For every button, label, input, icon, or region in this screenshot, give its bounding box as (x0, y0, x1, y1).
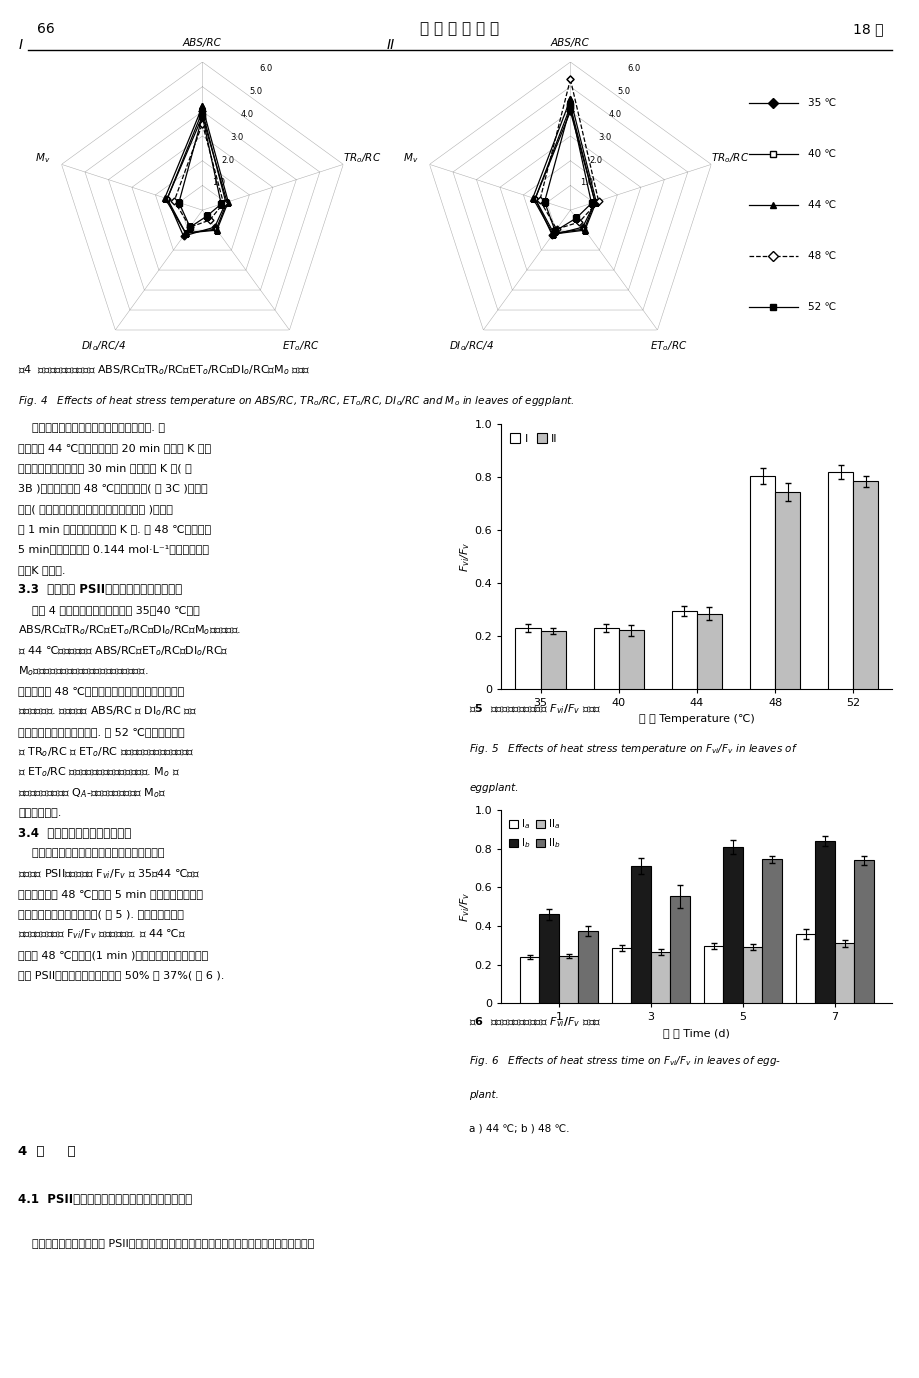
Text: 40 ℃: 40 ℃ (807, 149, 835, 158)
Text: 贝一号在 44 ℃下热胁迫处理 20 min 时就有 K 相出: 贝一号在 44 ℃下热胁迫处理 20 min 时就有 K 相出 (18, 442, 211, 453)
Bar (762, 860, 781, 1003)
Text: M$_o$值显著增加，而黑贝二号的各参数值变化不大.: M$_o$值显著增加，而黑贝二号的各参数值变化不大. (18, 664, 149, 678)
Bar (540, 631, 565, 689)
Bar (618, 630, 643, 689)
Text: Fig. 6   Effects of heat stress time on $F_{vi}$/$F_v$ in leaves of egg-: Fig. 6 Effects of heat stress time on $F… (469, 1054, 780, 1068)
Legend: I$_a$, I$_b$, II$_a$, II$_b$: I$_a$, I$_b$, II$_a$, II$_b$ (506, 816, 562, 853)
Bar (722, 847, 743, 1003)
Bar (827, 473, 853, 689)
Text: 的延长，两品种的 F$_{vi}$/F$_v$ 值都显著升高. 与 44 ℃相: 的延长，两品种的 F$_{vi}$/F$_v$ 值都显著升高. 与 44 ℃相 (18, 927, 187, 941)
Text: 二号的无活性中心显著增加( 图 5 ). 随着热胁迫时间: 二号的无活性中心显著增加( 图 5 ). 随着热胁迫时间 (18, 909, 184, 919)
Text: 号 ET$_o$/RC 值的下降幅度明显低于黑贝二号. M$_o$ 的: 号 ET$_o$/RC 值的下降幅度明显低于黑贝二号. M$_o$ 的 (18, 765, 180, 780)
Text: 52 ℃: 52 ℃ (807, 302, 835, 311)
Text: 茄子叶片 PSII无活性中心 F$_{vi}$/F$_v$ 在 35～44 ℃时无: 茄子叶片 PSII无活性中心 F$_{vi}$/F$_v$ 在 35～44 ℃时… (18, 867, 200, 881)
Text: 变化趋势相近.: 变化趋势相近. (18, 808, 62, 819)
Text: ABS/RC、TR$_o$/RC、ET$_o$/RC、DI$_o$/RC、M$_o$值变化不大.: ABS/RC、TR$_o$/RC、ET$_o$/RC、DI$_o$/RC、M$_… (18, 623, 242, 638)
Bar (559, 956, 578, 1003)
Text: 后，K 相消失.: 后，K 相消失. (18, 565, 66, 575)
Text: 在 44 ℃时黑贝一号的 ABS/RC、ET$_o$/RC、DI$_o$/RC、: 在 44 ℃时黑贝一号的 ABS/RC、ET$_o$/RC、DI$_o$/RC、 (18, 644, 229, 657)
Bar (515, 628, 540, 689)
Bar (749, 475, 774, 689)
Bar (814, 841, 834, 1003)
Text: 比，在 48 ℃短时间(1 min )热胁迫下黑贝一号和黑贝: 比，在 48 ℃短时间(1 min )热胁迫下黑贝一号和黑贝 (18, 949, 209, 960)
Text: 35 ℃: 35 ℃ (807, 98, 835, 107)
Text: II: II (386, 39, 394, 52)
Text: 4  讨     论: 4 讨 论 (18, 1145, 76, 1159)
Text: 众多学者在热胁迫会导致 PSII结构和功能的一系列变化甚至损害的研究中指出，热伤害敏感部: 众多学者在热胁迫会导致 PSII结构和功能的一系列变化甚至损害的研究中指出，热伤… (18, 1239, 314, 1248)
Bar (670, 896, 689, 1003)
Bar (774, 492, 800, 689)
Bar (539, 915, 559, 1003)
Text: 5 min，再用浓度为 0.144 mol·L⁻¹盐酸羟胺处理: 5 min，再用浓度为 0.144 mol·L⁻¹盐酸羟胺处理 (18, 544, 210, 554)
Bar (853, 481, 878, 689)
Text: 图5  热胁迫温度对茄子叶片 $F_{vi}$/$F_v$ 的影响: 图5 热胁迫温度对茄子叶片 $F_{vi}$/$F_v$ 的影响 (469, 701, 601, 715)
Bar (671, 610, 697, 689)
Text: Fig. 5   Effects of heat stress temperature on $F_{vi}$/$F_v$ in leaves of: Fig. 5 Effects of heat stress temperatur… (469, 741, 798, 757)
Text: 的 TR$_o$/RC 和 ET$_o$/RC 值都明显下降，其中，黑贝一: 的 TR$_o$/RC 和 ET$_o$/RC 值都明显下降，其中，黑贝一 (18, 745, 195, 759)
Text: Fig. 4   Effects of heat stress temperature on ABS/RC, TR$_o$/RC, ET$_o$/RC, DI$: Fig. 4 Effects of heat stress temperatur… (18, 394, 574, 408)
Text: 一号( 因趋势相同，文中只以黑贝二号为例 )在热胁: 一号( 因趋势相同，文中只以黑贝二号为例 )在热胁 (18, 504, 173, 514)
Text: 上升，说明还原态的 Q$_A$-大量累积，两个品种 M$_o$值: 上升，说明还原态的 Q$_A$-大量累积，两个品种 M$_o$值 (18, 785, 166, 799)
Bar (651, 952, 670, 1003)
Text: 从图 4 可以看出，热胁迫温度在 35～40 ℃时，: 从图 4 可以看出，热胁迫温度在 35～40 ℃时， (18, 605, 200, 615)
Text: 当温度升至 48 ℃时，两个品种的各参数值都明显上: 当温度升至 48 ℃时，两个品种的各参数值都明显上 (18, 686, 185, 696)
Legend: I, II: I, II (506, 430, 561, 446)
Y-axis label: $F_{vi}$/$F_v$: $F_{vi}$/$F_v$ (458, 542, 471, 572)
Text: 现，而黑贝二号在处理 30 min 时才出现 K 相( 图: 现，而黑贝二号在处理 30 min 时才出现 K 相( 图 (18, 463, 192, 473)
Text: 显著影响，而 48 ℃热胁迫 5 min 后黑贝一号和黑贝: 显著影响，而 48 ℃热胁迫 5 min 后黑贝一号和黑贝 (18, 889, 203, 898)
Text: 3.3  热胁迫对 PSII反应中心能流分配的影响: 3.3 热胁迫对 PSII反应中心能流分配的影响 (18, 583, 182, 597)
Text: 上升幅度明显高于黑贝一号. 在 52 ℃时，两个品种: 上升幅度明显高于黑贝一号. 在 52 ℃时，两个品种 (18, 726, 185, 737)
Text: 4.1  PSII的热胁迫发生在多位点且呈现剂量效应: 4.1 PSII的热胁迫发生在多位点且呈现剂量效应 (18, 1193, 192, 1206)
Text: a ) 44 ℃; b ) 48 ℃.: a ) 44 ℃; b ) 48 ℃. (469, 1123, 569, 1133)
Text: eggplant.: eggplant. (469, 783, 518, 794)
Text: 应 用 生 态 学 报: 应 用 生 态 学 报 (420, 21, 499, 36)
Bar (854, 860, 873, 1003)
Text: 66: 66 (37, 22, 54, 36)
Text: 热胁迫剂量对荧光诱导曲线类型影响较大. 黑: 热胁迫剂量对荧光诱导曲线类型影响较大. 黑 (18, 423, 165, 433)
Text: 二号 PSII无活性中心分别增加了 50% 和 37%( 图 6 ).: 二号 PSII无活性中心分别增加了 50% 和 37%( 图 6 ). (18, 970, 224, 980)
Bar (611, 948, 630, 1003)
Bar (519, 956, 539, 1003)
Text: 3.4  热胁迫对无活性中心的影响: 3.4 热胁迫对无活性中心的影响 (18, 827, 131, 839)
X-axis label: 温 度 Temperature (℃): 温 度 Temperature (℃) (639, 714, 754, 723)
Text: 随着热胁迫温度的升高，在弱激发光下测定的: 随着热胁迫温度的升高，在弱激发光下测定的 (18, 849, 165, 858)
Text: 3B )；当温度升至 48 ℃时黑贝二号( 图 3C )和黑贝: 3B )；当温度升至 48 ℃时黑贝二号( 图 3C )和黑贝 (18, 484, 208, 493)
X-axis label: 时 间 Time (d): 时 间 Time (d) (663, 1028, 730, 1038)
Bar (578, 932, 597, 1003)
Text: 升，趋势相近. 但黑贝二号 ABS/RC 和 DI$_o$/RC 值的: 升，趋势相近. 但黑贝二号 ABS/RC 和 DI$_o$/RC 值的 (18, 704, 197, 718)
Bar (630, 867, 651, 1003)
Bar (593, 628, 618, 689)
Text: plant.: plant. (469, 1090, 498, 1100)
Text: I: I (18, 39, 23, 52)
Text: 图6  热胁迫时间对茄子叶片 $F_{vi}$/$F_v$ 的影响: 图6 热胁迫时间对茄子叶片 $F_{vi}$/$F_v$ 的影响 (469, 1016, 601, 1029)
Text: 44 ℃: 44 ℃ (807, 200, 835, 209)
Bar (697, 613, 721, 689)
Bar (834, 944, 854, 1003)
Bar (743, 947, 762, 1003)
Text: 图4  热胁迫温度对茄子叶片 ABS/RC、TR$_o$/RC、ET$_o$/RC、DI$_o$/RC、M$_o$ 的影响: 图4 热胁迫温度对茄子叶片 ABS/RC、TR$_o$/RC、ET$_o$/RC… (18, 364, 311, 378)
Y-axis label: $F_{vi}$/$F_v$: $F_{vi}$/$F_v$ (458, 892, 471, 922)
Bar (795, 934, 814, 1003)
Text: 迫 1 min 时就出现了明显的 K 相. 在 48 ℃时热胁迫: 迫 1 min 时就出现了明显的 K 相. 在 48 ℃时热胁迫 (18, 524, 211, 535)
Text: 18 卷: 18 卷 (852, 22, 882, 36)
Text: 48 ℃: 48 ℃ (807, 251, 835, 260)
Bar (703, 947, 722, 1003)
